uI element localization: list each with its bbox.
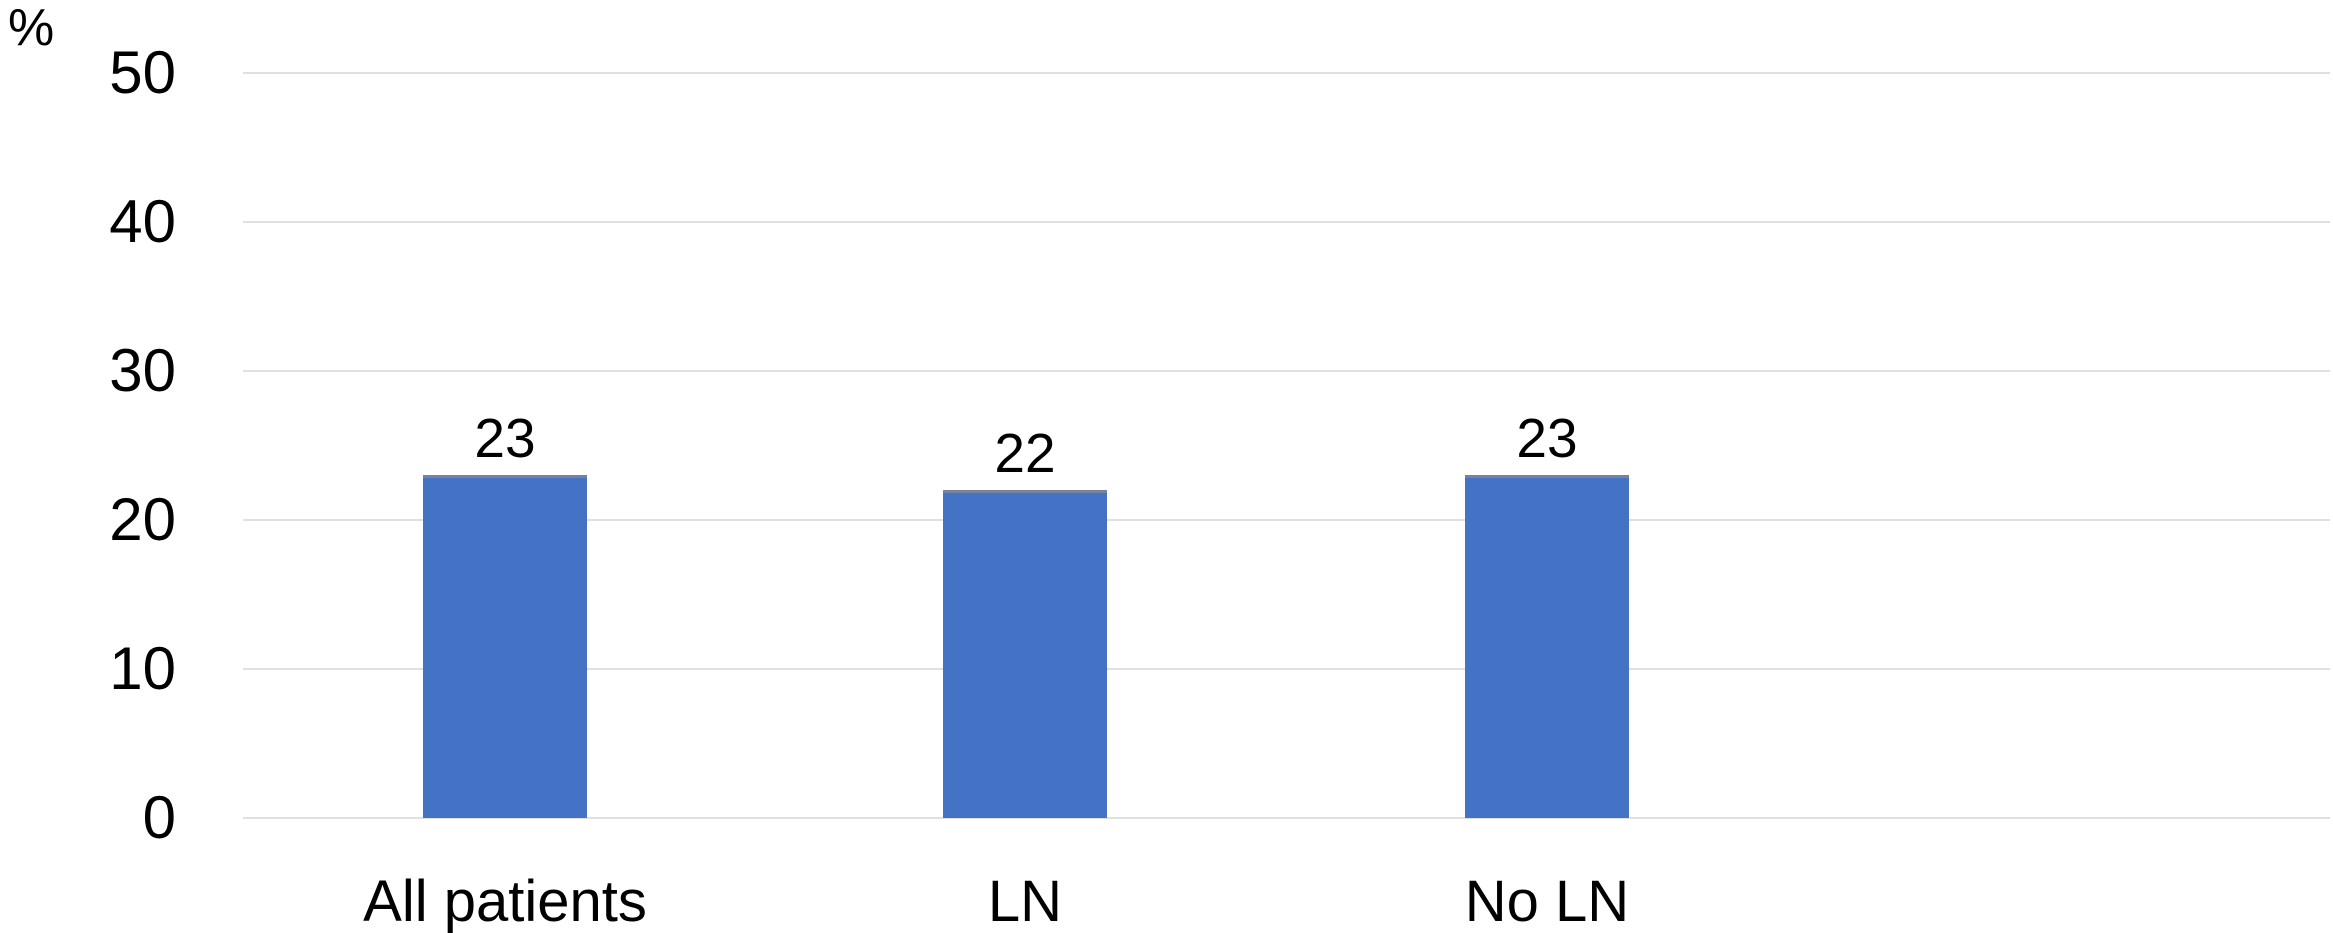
y-tick-label: 30: [109, 337, 176, 404]
bar-value-label: 22: [994, 422, 1056, 484]
gridline: [243, 817, 2330, 819]
bar: [1465, 475, 1629, 818]
category-label: LN: [987, 869, 1063, 933]
category-label: All patients: [363, 869, 647, 933]
bar-value-label: 23: [474, 407, 536, 469]
y-tick-label: 50: [109, 39, 176, 106]
bar: [943, 490, 1107, 818]
category-label: No LN: [1464, 869, 1630, 933]
y-tick-label: 0: [142, 784, 176, 851]
gridline: [243, 519, 2330, 521]
y-axis-unit-label: %: [8, 0, 55, 57]
y-tick-label: 20: [109, 486, 176, 553]
gridline: [243, 221, 2330, 223]
bar: [423, 475, 587, 818]
y-tick-label: 10: [109, 635, 176, 702]
gridline: [243, 668, 2330, 670]
y-tick-label: 40: [109, 188, 176, 255]
bar-value-label: 23: [1516, 407, 1578, 469]
gridline: [243, 370, 2330, 372]
gridline: [243, 72, 2330, 74]
